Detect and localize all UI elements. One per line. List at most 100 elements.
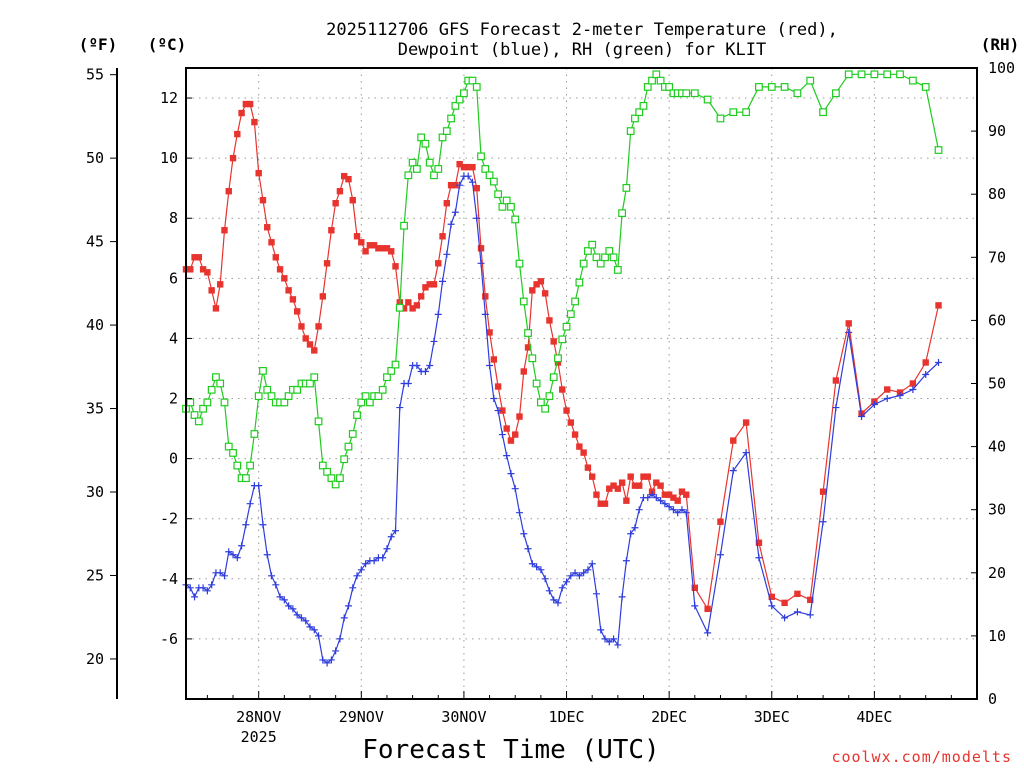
dewpoint-point [413,361,421,369]
temperature-point [217,281,224,288]
dewpoint-point [456,181,464,189]
temperature-point [447,181,455,189]
rh-point [532,379,541,388]
dewpoint-point [387,533,395,541]
rh-point [412,165,421,173]
temperature-point [435,260,442,267]
rh-point [896,70,904,79]
temperature-point [221,227,228,234]
rh-point [618,209,627,218]
dewpoint-point [644,494,652,502]
dewpoint-point [289,605,297,613]
time-tick-label: 29NOV [339,708,384,726]
rh-point [336,474,344,483]
fahrenheit-tick-label: 30 [86,483,104,501]
rh-tick-label: 30 [988,501,1006,519]
dewpoint-point [768,602,776,610]
dewpoint-point [674,509,682,517]
rh-point [613,266,622,274]
temperature-point [366,242,374,249]
temperature-point [422,284,429,291]
rh-point [400,221,408,230]
celsius-tick-label: 12 [160,89,178,107]
temperature-point [623,497,630,504]
dewpoint-point [238,542,246,550]
temperature-point [328,227,335,234]
temperature-point [640,473,647,480]
temperature-point [289,296,297,303]
dewpoint-point [315,632,323,640]
dewpoint-point [379,554,387,562]
rh-point [430,171,438,180]
temperature-point [405,299,412,306]
temperature-point [264,224,271,231]
temperature-point [550,338,557,345]
temperature-point [392,263,399,270]
dewpoint-point [567,572,575,580]
rh-point [241,474,250,483]
dewpoint-series [182,172,943,667]
dewpoint-point [246,500,254,508]
dewpoint-point [524,545,532,553]
temperature-point [272,254,279,261]
dewpoint-point [533,563,541,571]
temperature-point [606,485,613,492]
rh-point [622,183,631,192]
rh-tick-label: 70 [988,248,1006,266]
rh-point [314,417,323,426]
fahrenheit-tick-label: 25 [86,566,104,584]
rh-point [442,127,451,136]
dewpoint-point [498,431,506,439]
rh-point [485,171,494,180]
temperature-point [375,245,382,252]
dewpoint-point [558,584,566,592]
rh-point [224,442,233,451]
temperature-point [315,323,322,330]
rh-point [832,89,840,98]
rh-point [921,83,930,91]
temperature-point [571,431,579,438]
rh-point [519,297,528,306]
dewpoint-point [255,482,263,490]
dewpoint-point [665,503,673,511]
rh-point [652,70,661,79]
dewpoint-point [199,584,207,592]
temperature-point [559,386,566,393]
temperature-point [541,290,549,297]
rh-point [451,101,460,110]
rh-point [579,259,588,268]
rh-point [682,89,691,98]
dewpoint-point [652,494,660,502]
temperature-point [768,593,775,601]
temperature-point [576,443,583,450]
rh-point [293,385,302,394]
temperature-point [473,184,480,192]
rh-point [327,474,336,483]
rh-tick-label: 40 [988,438,1006,456]
temperature-point [819,488,827,495]
dewpoint-point [220,572,228,580]
dewpoint-point [622,557,630,565]
rh-point [404,171,413,180]
rh-unit-label: (RH) [981,35,1020,54]
temperature-point [336,187,344,195]
temperature-point [439,233,446,240]
temperature-point [281,275,288,282]
temperature-point [191,254,198,261]
dewpoint-point [336,635,344,643]
dewpoint-point [781,614,789,622]
temperature-point [409,305,416,312]
dewpoint-point [285,602,293,610]
time-tick-label: 28NOV [236,708,281,726]
temperature-point [884,386,891,393]
time-tick-sublabel: 2025 [241,728,277,746]
dewpoint-point [571,569,579,577]
dewpoint-point [263,551,271,559]
dewpoint-point [503,452,511,460]
dewpoint-point [635,506,643,514]
temperature-point [400,305,408,312]
rh-point [259,366,267,375]
temperature-point [238,109,245,117]
dewpoint-point [225,548,233,556]
temperature-point [670,494,677,501]
